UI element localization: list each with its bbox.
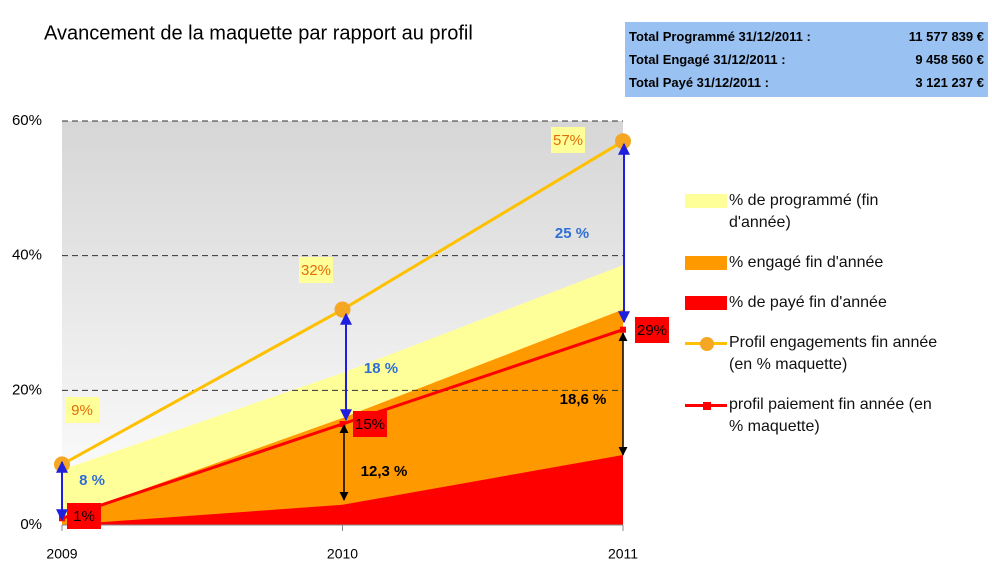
legend-swatch [685,401,727,410]
legend-label: Profil engagements fin année (en % maque… [729,334,938,373]
marker [334,301,351,318]
arrows [56,142,630,522]
y-tick-label: 40% [12,247,42,264]
data-label-bg [67,503,101,529]
summary-value: 9 458 560 € [915,52,984,67]
legend-item: % engagé fin d'année [685,252,955,274]
data-label: 9% [71,402,93,419]
data-label-bg [551,127,585,153]
legend-swatch [685,256,727,270]
legend-item: % de programmé (fin d'année) [685,190,955,234]
marker [339,421,346,427]
data-label-bg [299,257,333,283]
x-tick-label: 2010 [327,546,358,562]
legend-marker [703,401,711,410]
data-label: 57% [553,132,583,149]
summary-row: Total Payé 31/12/2011 : 3 121 237 € [629,71,984,94]
marker [620,326,626,333]
summary-box: Total Programmé 31/12/2011 : 11 577 839 €… [625,22,988,97]
data-label-bg [65,397,99,423]
data-label: 32% [301,262,331,279]
summary-label: Total Payé 31/12/2011 : [629,75,769,90]
summary-value: 11 577 839 € [908,29,984,44]
summary-row: Total Engagé 31/12/2011 : 9 458 560 € [629,48,984,71]
x-tick-label: 2009 [46,546,77,562]
data-label: 15% [355,416,385,433]
summary-label: Total Engagé 31/12/2011 : [629,52,786,67]
annotation: 25 % [555,225,589,242]
legend-item: Profil engagements fin année (en % maque… [685,332,955,376]
annotation: 8 % [79,472,105,489]
legend-item: profil paiement fin année (en % maquette… [685,394,955,438]
legend: % de programmé (fin d'année) % engagé fin… [685,190,955,456]
data-label: 29% [637,322,667,339]
data-label-bg [353,411,387,437]
x-tick-label: 2011 [608,546,638,562]
y-tick-label: 60% [12,112,42,129]
summary-value: 3 121 237 € [915,75,984,90]
legend-label: % de programmé (fin d'année) [729,192,879,231]
annotation: 18,6 % [560,391,607,408]
annotation: 18 % [364,360,398,377]
data-label: 1% [73,508,95,525]
legend-label: profil paiement fin année (en % maquette… [729,396,932,435]
legend-swatch [685,296,727,310]
chart-title: Avancement de la maquette par rapport au… [44,22,473,44]
data-label-bg [635,317,669,343]
legend-item: % de payé fin d'année [685,292,955,314]
legend-swatch [685,194,727,208]
y-tick-label: 20% [12,381,42,398]
legend-label: % engagé fin d'année [729,254,884,271]
summary-row: Total Programmé 31/12/2011 : 11 577 839 € [629,25,984,48]
summary-label: Total Programmé 31/12/2011 : [629,29,811,44]
y-tick-label: 0% [20,516,42,533]
legend-swatch [685,336,727,351]
legend-label: % de payé fin d'année [729,294,887,311]
area [62,454,623,525]
annotation: 12,3 % [361,463,408,480]
legend-marker [700,336,714,351]
